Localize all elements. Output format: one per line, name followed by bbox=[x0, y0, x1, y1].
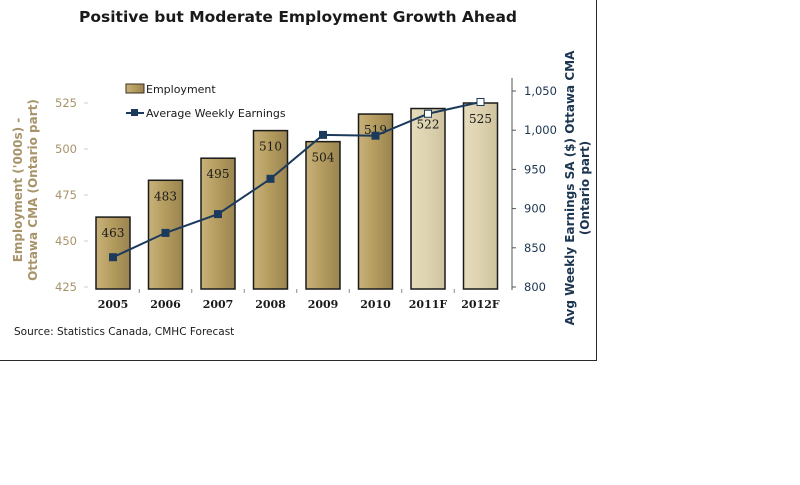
x-tick-label: 2011F bbox=[409, 298, 448, 311]
bar-2008 bbox=[252, 129, 289, 290]
left-tick-label: 450 bbox=[55, 234, 77, 248]
bar-value-label: 510 bbox=[259, 140, 282, 154]
left-axis-title-line2: Ottawa CMA (Ontario part) bbox=[26, 99, 40, 281]
chart-title: Positive but Moderate Employment Growth … bbox=[79, 8, 517, 26]
bar-value-label: 483 bbox=[154, 189, 177, 203]
right-axis-title-line1: Avg Weekly Earnings SA ($) Ottawa CMA bbox=[563, 50, 577, 325]
legend-swatch-employment bbox=[125, 83, 145, 94]
earnings-point-2011F bbox=[424, 109, 432, 118]
bar-value-label: 525 bbox=[469, 112, 492, 126]
left-tick-label: 475 bbox=[55, 188, 77, 202]
x-tick-label: 2005 bbox=[98, 298, 129, 311]
earnings-point-2006 bbox=[161, 228, 170, 237]
legend-label-earnings: Average Weekly Earnings bbox=[146, 107, 286, 120]
earnings-line bbox=[109, 97, 485, 262]
legend: Employment Average Weekly Earnings bbox=[125, 83, 286, 120]
source-note: Source: Statistics Canada, CMHC Forecast bbox=[14, 326, 234, 338]
earnings-polyline bbox=[112, 101, 481, 259]
x-tick-label: 2006 bbox=[150, 298, 181, 311]
left-tick-label: 425 bbox=[55, 280, 77, 294]
bar-value-label: 463 bbox=[102, 226, 125, 240]
legend-label-employment: Employment bbox=[146, 83, 216, 96]
right-tick-label: 1,050 bbox=[524, 84, 557, 98]
x-tick-label: 2012F bbox=[461, 298, 500, 311]
left-axis-title-line1: Employment ('000s) - bbox=[11, 118, 25, 263]
earnings-point-2005 bbox=[109, 253, 117, 262]
bar-value-label: 522 bbox=[417, 118, 440, 132]
right-tick-label: 800 bbox=[524, 280, 546, 294]
bar-2010 bbox=[357, 113, 394, 290]
earnings-point-2008 bbox=[266, 174, 275, 183]
bar-value-label: 504 bbox=[312, 151, 335, 165]
x-tick-label: 2008 bbox=[255, 298, 286, 311]
bar-2007 bbox=[200, 157, 236, 290]
left-axis: 425 450 475 500 525 bbox=[55, 96, 88, 294]
bar-2012F bbox=[462, 102, 499, 290]
right-tick-label: 1,000 bbox=[524, 123, 557, 137]
right-axis-title-line2: (Ontario part) bbox=[578, 141, 592, 235]
x-tick-label: 2009 bbox=[308, 298, 339, 311]
legend-marker-earnings bbox=[131, 109, 138, 116]
earnings-point-2009 bbox=[319, 130, 327, 139]
bar-value-label: 495 bbox=[207, 167, 230, 181]
earnings-point-2012F bbox=[476, 97, 485, 106]
bar-2011F bbox=[410, 107, 446, 290]
right-axis: 800 850 900 950 1,000 1,050 bbox=[512, 84, 557, 294]
x-tick-label: 2010 bbox=[360, 298, 391, 311]
x-axis: 2005 2006 2007 2008 2009 2010 2011F 2012F bbox=[98, 289, 500, 311]
right-tick-label: 950 bbox=[524, 162, 546, 176]
left-axis-title: Employment ('000s) - Ottawa CMA (Ontario… bbox=[11, 99, 40, 281]
bar-2009 bbox=[305, 140, 341, 290]
left-tick-label: 525 bbox=[55, 96, 77, 110]
right-axis-title: Avg Weekly Earnings SA ($) Ottawa CMA (O… bbox=[563, 50, 592, 325]
earnings-point-2007 bbox=[214, 210, 222, 219]
left-tick-label: 500 bbox=[55, 142, 77, 156]
x-tick-label: 2007 bbox=[203, 298, 234, 311]
right-tick-label: 850 bbox=[524, 241, 546, 255]
earnings-point-2010 bbox=[371, 131, 380, 140]
right-tick-label: 900 bbox=[524, 202, 546, 216]
